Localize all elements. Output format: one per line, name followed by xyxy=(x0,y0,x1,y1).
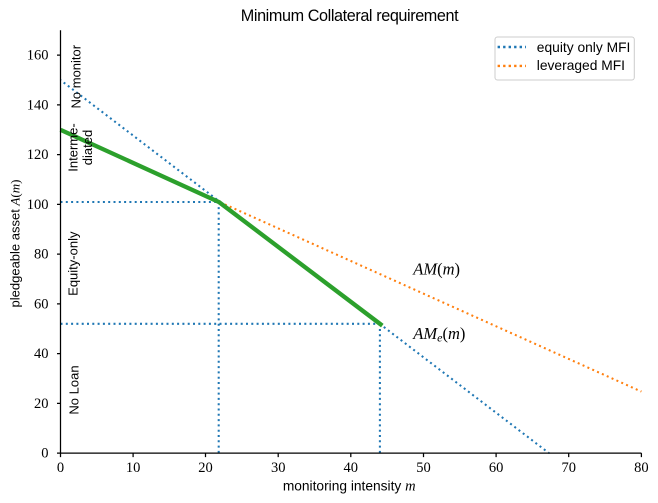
svg-text:60: 60 xyxy=(34,296,49,312)
svg-text:monitoring intensity m: monitoring intensity m xyxy=(283,479,416,495)
svg-text:equity only MFI: equity only MFI xyxy=(537,40,631,55)
svg-text:120: 120 xyxy=(27,147,49,163)
svg-text:0: 0 xyxy=(41,446,48,462)
svg-text:80: 80 xyxy=(34,247,49,263)
svg-text:pledgeable asset A(m): pledgeable asset A(m) xyxy=(8,180,23,308)
svg-text:0: 0 xyxy=(57,460,64,476)
svg-text:leveraged MFI: leveraged MFI xyxy=(537,58,625,73)
svg-text:20: 20 xyxy=(34,396,49,412)
svg-text:10: 10 xyxy=(126,460,141,476)
svg-text:60: 60 xyxy=(489,460,504,476)
svg-text:80: 80 xyxy=(634,460,649,476)
svg-text:Equity-only: Equity-only xyxy=(65,231,80,296)
svg-text:No monitor: No monitor xyxy=(68,44,83,108)
svg-text:diated: diated xyxy=(80,130,95,165)
svg-text:50: 50 xyxy=(416,460,431,476)
svg-text:Interme-: Interme- xyxy=(65,123,80,171)
svg-text:20: 20 xyxy=(198,460,213,476)
svg-text:AM(m): AM(m) xyxy=(412,260,460,279)
svg-text:AMe(m): AMe(m) xyxy=(412,324,465,345)
svg-text:40: 40 xyxy=(34,346,49,362)
svg-text:30: 30 xyxy=(271,460,286,476)
svg-text:160: 160 xyxy=(27,48,49,64)
svg-text:100: 100 xyxy=(27,197,49,213)
svg-text:70: 70 xyxy=(561,460,576,476)
svg-text:No Loan: No Loan xyxy=(66,365,81,414)
svg-text:140: 140 xyxy=(27,97,49,113)
svg-text:40: 40 xyxy=(344,460,359,476)
svg-text:Minimum Collateral requirement: Minimum Collateral requirement xyxy=(241,7,459,25)
